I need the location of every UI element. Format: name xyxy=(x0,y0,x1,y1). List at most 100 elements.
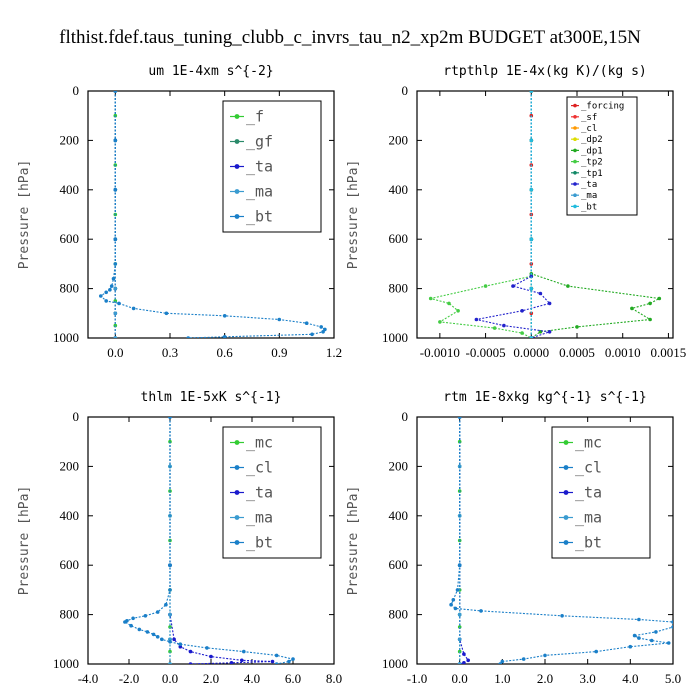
data-point xyxy=(671,620,673,624)
data-point xyxy=(108,288,112,292)
data-point xyxy=(113,311,118,316)
data-point xyxy=(457,637,462,642)
data-point xyxy=(172,637,176,642)
data-point xyxy=(287,659,291,664)
data-point xyxy=(428,296,433,301)
data-point xyxy=(462,661,466,664)
x-tick-label: 0.0015 xyxy=(651,345,687,360)
y-tick-label: 600 xyxy=(389,231,409,246)
legend-marker xyxy=(234,540,240,545)
series-group xyxy=(428,91,662,338)
legend-marker xyxy=(234,214,240,219)
plot-frame xyxy=(87,90,335,339)
y-tick-label: 400 xyxy=(389,508,409,523)
legend-marker xyxy=(573,148,577,153)
data-point xyxy=(229,661,234,664)
y-tick-label: 1000 xyxy=(382,330,408,345)
data-point xyxy=(438,320,442,324)
data-point xyxy=(274,662,279,664)
legend-label: _bt xyxy=(246,208,273,226)
data-point xyxy=(274,653,279,658)
data-point xyxy=(164,602,168,607)
x-tick-label: 5.0 xyxy=(665,671,681,686)
data-point xyxy=(483,284,488,288)
data-point xyxy=(270,659,275,664)
legend-marker xyxy=(573,193,577,197)
legend-label: _ma xyxy=(581,191,597,201)
legend-marker xyxy=(573,171,577,175)
y-tick-label: 200 xyxy=(389,458,409,473)
data-point xyxy=(520,331,524,335)
legend-label: _bt xyxy=(581,202,597,212)
data-point xyxy=(113,286,118,291)
legend-label: _cl xyxy=(246,459,273,477)
legend-marker xyxy=(573,137,577,141)
series-line xyxy=(99,91,326,338)
data-point xyxy=(321,330,325,334)
data-point xyxy=(498,662,502,664)
data-point xyxy=(457,662,462,664)
data-point xyxy=(654,630,658,634)
data-point xyxy=(666,641,671,645)
data-point xyxy=(457,612,462,617)
legend-marker xyxy=(563,490,569,495)
panel-title: rtpthlp 1E-4x(kg K)/(kg s) xyxy=(443,64,647,79)
x-tick-label: 0.0010 xyxy=(605,345,641,360)
series-group xyxy=(99,91,327,338)
data-point xyxy=(291,657,295,661)
y-axis-label: Pressure [hPa] xyxy=(17,486,32,596)
data-point xyxy=(151,632,156,637)
data-point xyxy=(168,612,172,617)
series-group xyxy=(123,417,295,664)
series-line xyxy=(476,91,551,338)
data-point xyxy=(123,620,127,624)
data-point xyxy=(511,284,515,288)
data-point xyxy=(628,644,633,649)
data-point xyxy=(594,649,598,654)
data-point xyxy=(205,646,209,650)
x-tick-label: 1.0 xyxy=(494,671,510,686)
x-tick-label: 2.0 xyxy=(537,671,553,686)
legend-label: _gf xyxy=(246,133,273,151)
data-point xyxy=(222,314,227,318)
y-tick-label: 600 xyxy=(389,557,409,572)
y-tick-label: 200 xyxy=(60,458,80,473)
data-point xyxy=(637,636,641,640)
data-point xyxy=(155,610,160,614)
y-tick-label: 0 xyxy=(73,409,80,424)
legend-label: _cl xyxy=(581,124,597,134)
panels: um 1E-4xm s^{-2} Pressure [hPa] 0 200 400 600… xyxy=(17,64,686,686)
chart-panel-4: rtm 1E-8xkg kg^{-1} s^{-1} Pressure [hPa]… xyxy=(346,390,681,686)
data-point xyxy=(168,417,172,419)
data-point xyxy=(113,237,118,241)
legend-marker xyxy=(573,115,577,119)
legend-marker xyxy=(234,114,240,119)
x-tick-label: 0.0 xyxy=(452,671,468,686)
legend-label: _forcing xyxy=(581,102,624,112)
y-tick-label: 0 xyxy=(402,83,409,98)
x-tick-label: 0.0005 xyxy=(559,345,595,360)
data-point xyxy=(457,417,462,419)
legend-label: _ma xyxy=(246,509,273,527)
x-tick-label: 0.0 xyxy=(107,345,123,360)
series-line xyxy=(123,417,295,664)
data-point xyxy=(113,336,118,338)
series-line xyxy=(430,91,532,338)
legend-label: _mc xyxy=(575,434,602,452)
legend-marker xyxy=(234,465,240,470)
panel-title: rtm 1E-8xkg kg^{-1} s^{-1} xyxy=(443,390,647,405)
legend-marker xyxy=(563,440,569,445)
y-tick-label: 1000 xyxy=(53,330,79,345)
data-point xyxy=(479,609,483,613)
data-point xyxy=(113,91,118,93)
y-tick-label: 1000 xyxy=(382,656,408,671)
data-point xyxy=(104,290,108,295)
data-point xyxy=(455,588,460,592)
legend-label: _f xyxy=(246,108,264,126)
y-axis-label: Pressure [hPa] xyxy=(17,160,32,270)
data-point xyxy=(186,336,190,338)
data-point xyxy=(164,311,169,316)
legend-marker xyxy=(573,182,577,186)
y-tick-label: 200 xyxy=(60,132,80,147)
